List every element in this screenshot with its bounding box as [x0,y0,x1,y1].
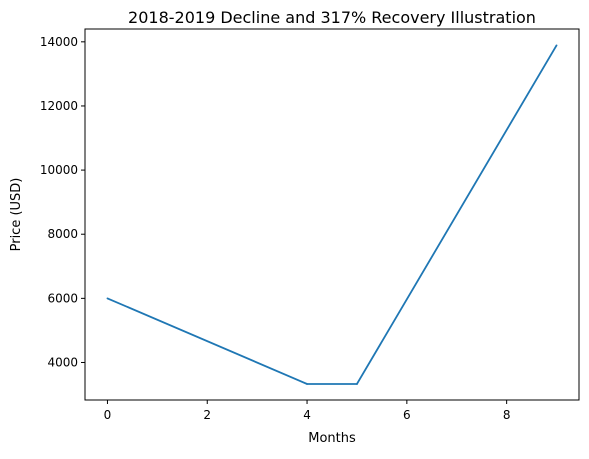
series-layer [106,44,558,385]
data-point [555,44,558,47]
x-tick-label: 0 [104,408,112,422]
y-axis-label: Price (USD) [9,178,24,252]
x-tick-label: 2 [203,408,211,422]
y-tick-label: 6000 [47,291,78,305]
y-tick-label: 10000 [40,163,78,177]
series-line [107,44,558,385]
x-axis-ticks: 0 2 4 6 8 [104,400,511,422]
plot-area-frame [84,28,580,401]
y-axis-ticks: 4000 6000 8000 10000 12000 14000 [40,35,85,369]
y-tick-label: 8000 [47,227,78,241]
y-tick-label: 4000 [47,355,78,369]
y-tick-label: 14000 [40,35,78,49]
x-axis-label: Months [308,431,356,446]
y-tick-label: 12000 [40,99,78,113]
x-tick-label: 6 [403,408,411,422]
data-point [106,297,109,300]
data-point [356,383,358,385]
data-point [306,383,308,385]
x-tick-label: 4 [303,408,311,422]
x-tick-label: 8 [503,408,511,422]
chart-title: 2018-2019 Decline and 317% Recovery Illu… [128,8,536,27]
